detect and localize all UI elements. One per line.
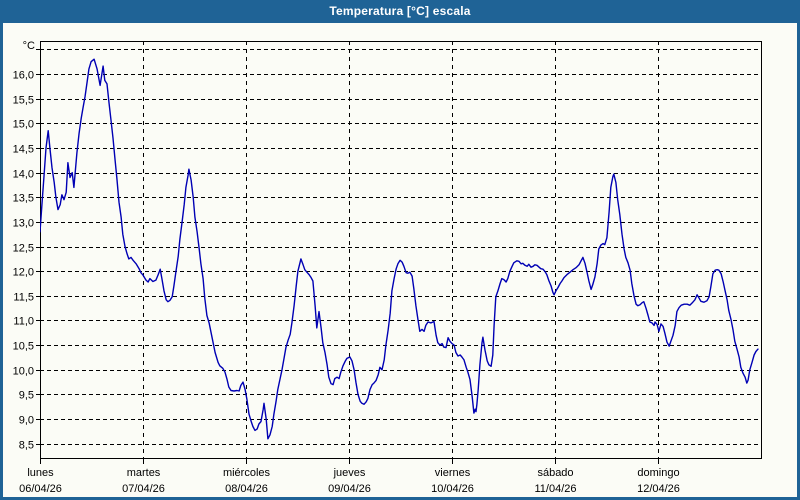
y-tick-label: 9,5	[19, 390, 34, 402]
x-weekday-label: martes	[127, 467, 161, 479]
x-date-label: 12/04/26	[637, 483, 680, 495]
y-tick-label: 12,5	[13, 243, 34, 255]
y-tick-label: 15,5	[13, 95, 34, 107]
x-date-label: 10/04/26	[431, 483, 474, 495]
y-tick-label: 8,5	[19, 440, 34, 452]
y-tick-label: 13,5	[13, 193, 34, 205]
x-weekday-label: jueves	[333, 467, 366, 479]
temperature-chart[interactable]: 16,0 15,5 15,0 14,5 14,0 13,5 13,0 12,5 12,0 11,5…	[3, 23, 797, 497]
y-tick-label: 11,5	[13, 292, 34, 304]
x-weekday-label: miércoles	[223, 467, 271, 479]
x-weekday-label: lunes	[27, 467, 54, 479]
x-date-label: 06/04/26	[19, 483, 62, 495]
x-date-label: 09/04/26	[328, 483, 371, 495]
y-tick-label: 11,0	[13, 316, 34, 328]
y-tick-label: 16,0	[13, 70, 34, 82]
y-tick-label: 10,0	[13, 366, 34, 378]
grid	[40, 41, 761, 458]
x-date-label: 11/04/26	[534, 483, 576, 495]
x-date-label: 07/04/26	[122, 483, 165, 495]
y-tick-label: 14,5	[13, 144, 34, 156]
y-tick-label: 13,0	[13, 218, 34, 230]
y-tick-label: 15,0	[13, 119, 34, 131]
x-weekday-label: viernes	[435, 467, 471, 479]
chart-title: Temperatura [°C] escala	[329, 4, 471, 18]
temperature-line	[40, 58, 759, 440]
title-bar: Temperatura [°C] escala	[3, 0, 797, 23]
plot-border	[40, 41, 762, 459]
x-weekday-label: domingo	[637, 467, 679, 479]
y-axis-unit-label: °C	[23, 40, 35, 52]
x-weekday-label: sábado	[537, 467, 573, 479]
x-date-label: 08/04/26	[225, 483, 268, 495]
y-tick-label: 12,0	[13, 267, 34, 279]
y-tick-label: 10,5	[13, 341, 34, 353]
y-tick-label: 9,0	[19, 415, 34, 427]
axis-ticks	[36, 49, 659, 464]
y-tick-label: 14,0	[13, 169, 34, 181]
axis-labels: 16,0 15,5 15,0 14,5 14,0 13,5 13,0 12,5 12,0 11,5…	[13, 40, 680, 495]
